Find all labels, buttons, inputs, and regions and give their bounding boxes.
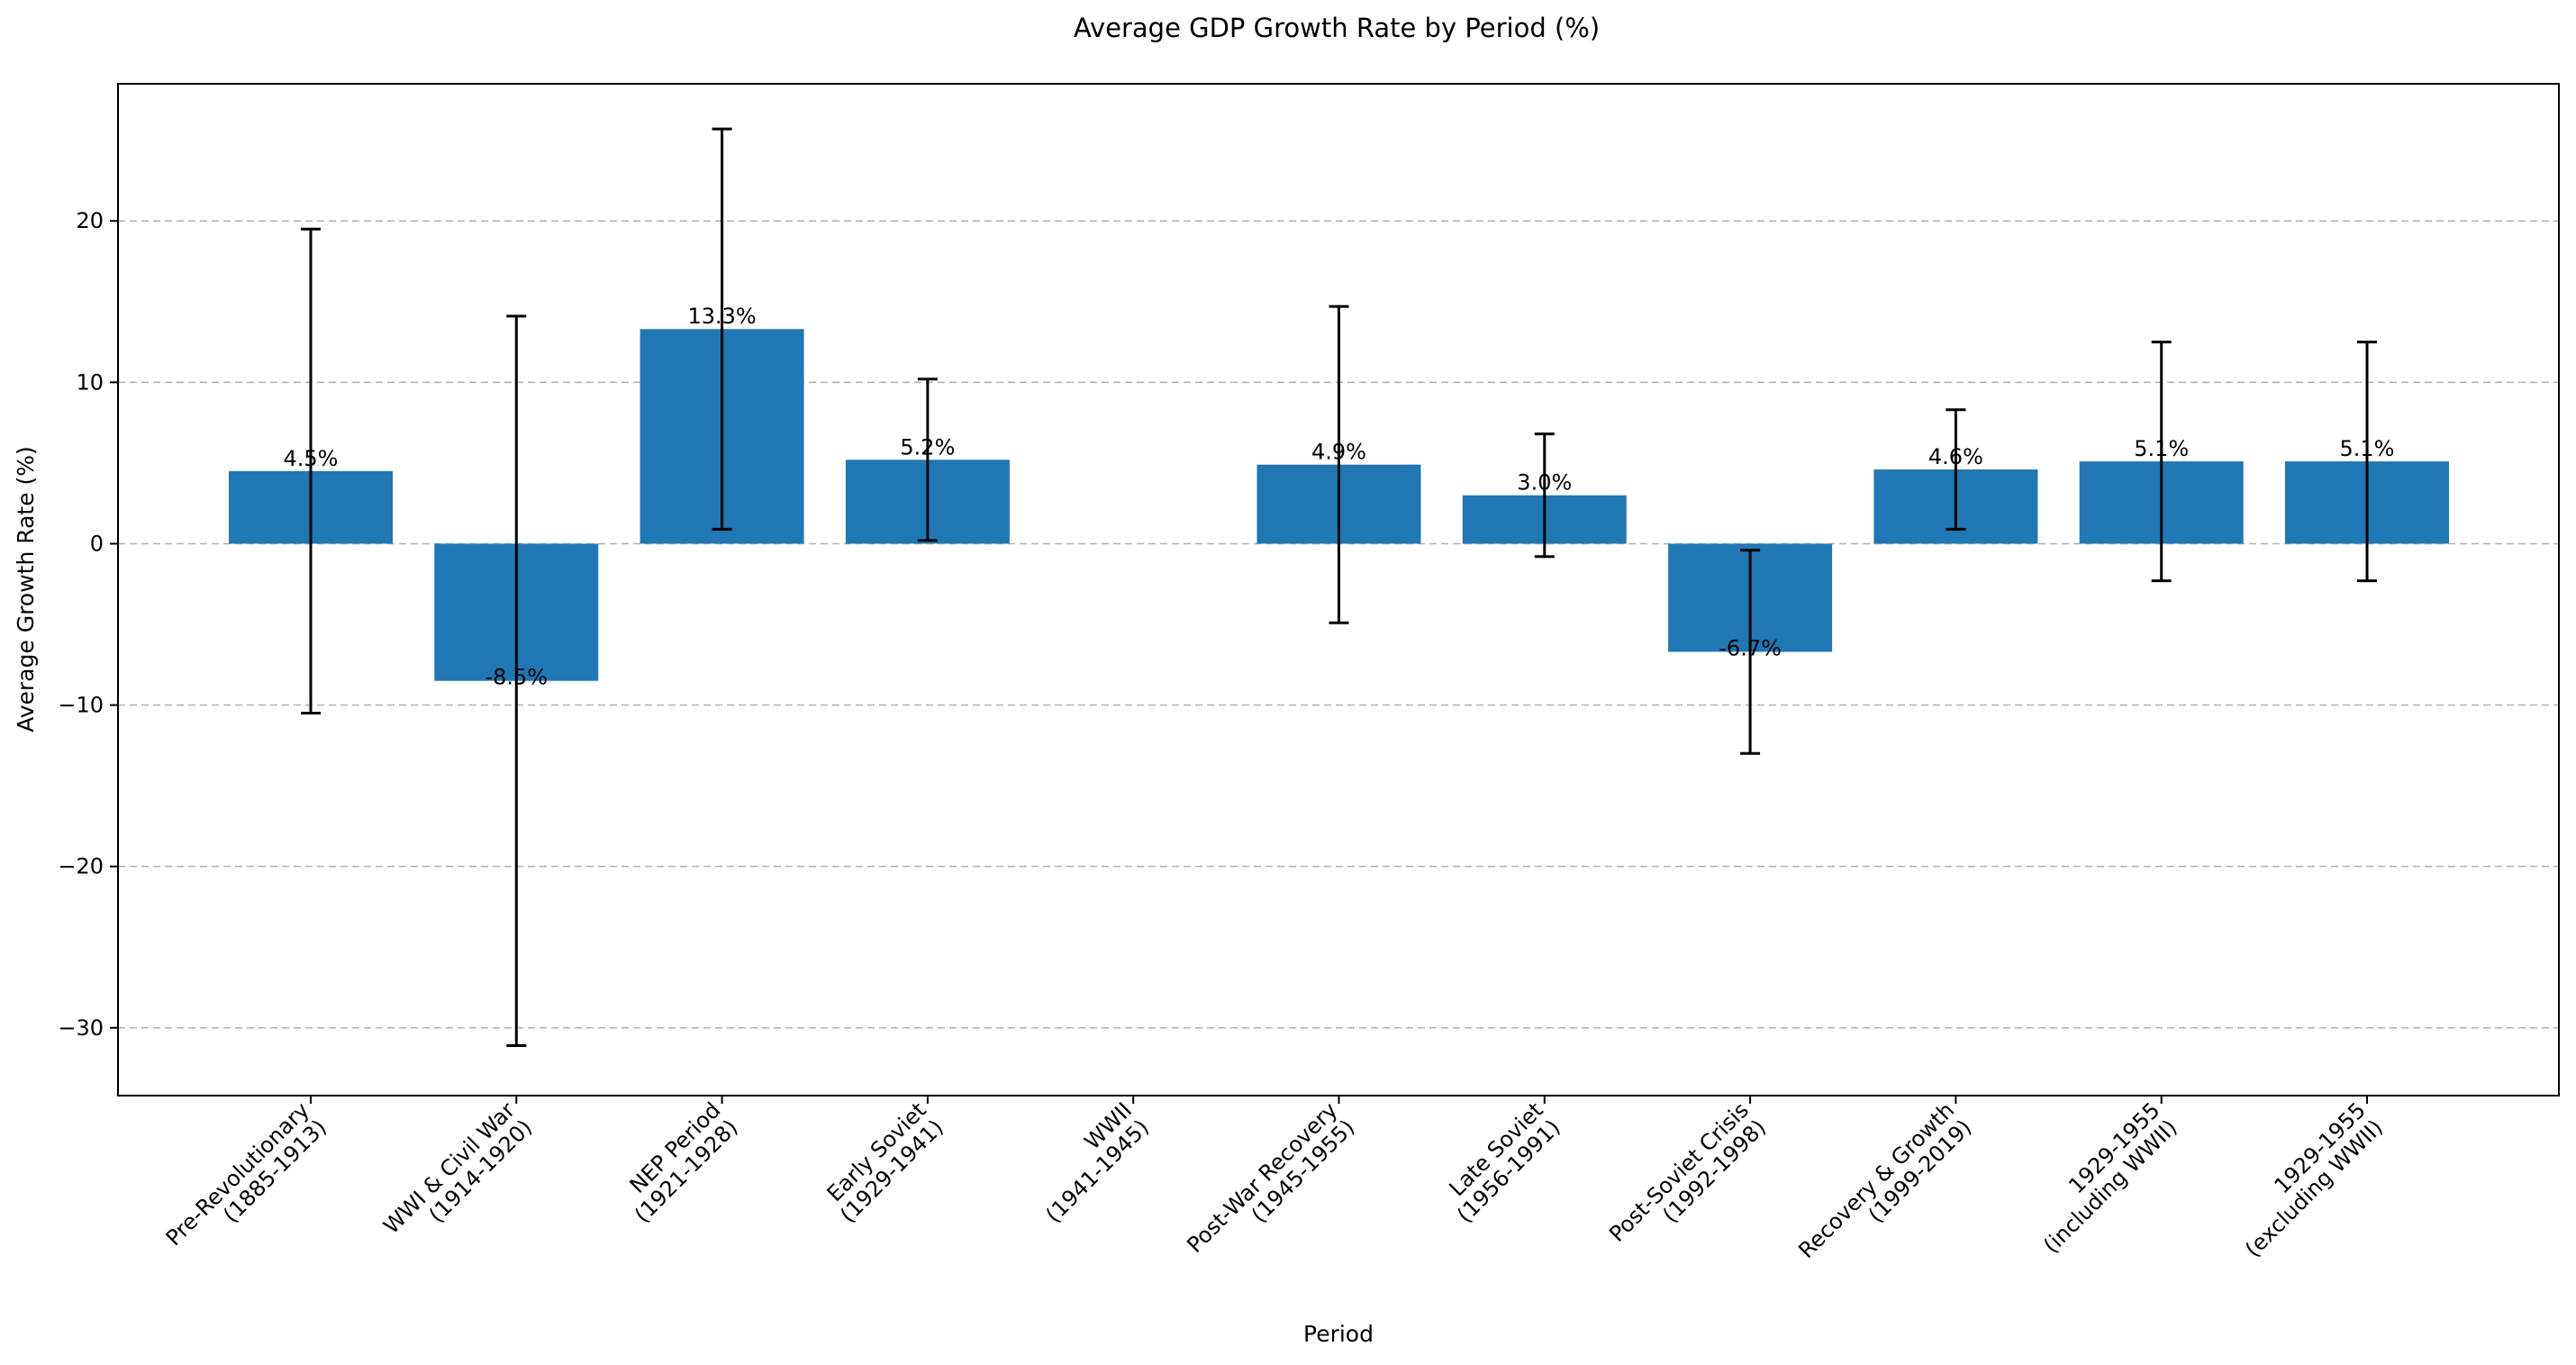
error-bars (301, 127, 2377, 1047)
y-tick-label: 0 (90, 531, 104, 556)
y-axis: −30 −20 −10 0 10 20 (58, 208, 118, 1041)
data-labels: 4.5% -8.5% 13.3% 5.2% 4.9% 3.0% -6.7% 4.6% 5.1% 5… (284, 304, 2395, 689)
data-label: 4.6% (1928, 444, 1983, 469)
data-label: 5.1% (2134, 436, 2189, 461)
y-tick-label: 20 (76, 208, 104, 233)
y-tick-label: 10 (76, 369, 104, 395)
data-label: 4.5% (284, 446, 339, 471)
data-label: 5.2% (900, 434, 955, 460)
data-label: 5.1% (2340, 436, 2395, 461)
chart-title: Average GDP Growth Rate by Period (%) (1074, 13, 1600, 43)
data-label: -6.7% (1719, 635, 1782, 660)
y-tick-label: −10 (58, 693, 104, 718)
data-label: 3.0% (1517, 470, 1572, 496)
data-label: 13.3% (687, 304, 756, 329)
data-label: -8.5% (485, 665, 548, 690)
x-axis-label: Period (1303, 1321, 1374, 1347)
y-tick-label: −30 (58, 1015, 104, 1041)
y-axis-label: Average Growth Rate (%) (13, 446, 39, 733)
data-label: 4.9% (1311, 440, 1366, 465)
y-tick-label: −20 (58, 854, 104, 879)
